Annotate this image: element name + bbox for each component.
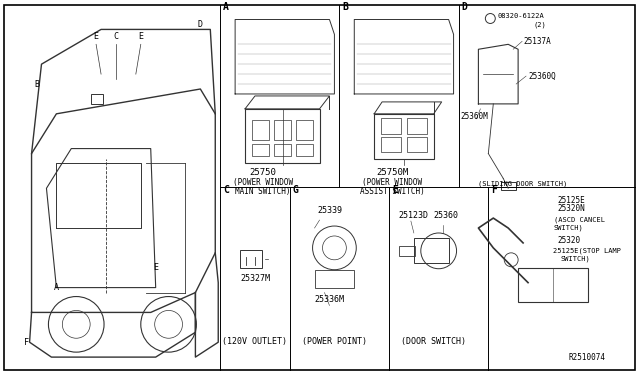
Text: 25750: 25750 <box>250 169 276 177</box>
Text: 25360: 25360 <box>433 211 458 220</box>
Bar <box>274 120 291 140</box>
Text: E: E <box>392 185 398 195</box>
Text: 25125E(STOP LAMP: 25125E(STOP LAMP <box>553 248 621 254</box>
Text: A: A <box>54 283 59 292</box>
Text: (2): (2) <box>533 22 546 28</box>
Text: (POWER WINDOW: (POWER WINDOW <box>233 178 293 187</box>
Text: 25339: 25339 <box>317 206 342 215</box>
Text: F: F <box>24 338 29 347</box>
Bar <box>374 114 434 158</box>
Bar <box>407 137 427 151</box>
Text: 25125E: 25125E <box>558 196 586 205</box>
Text: 25320: 25320 <box>558 236 581 245</box>
Text: 25123D: 25123D <box>399 211 429 220</box>
Text: 25360M: 25360M <box>461 112 488 121</box>
Text: E: E <box>153 263 158 272</box>
Bar <box>296 120 312 140</box>
Bar <box>407 118 427 134</box>
Text: C: C <box>223 185 229 195</box>
Text: G: G <box>292 185 299 195</box>
Text: E: E <box>93 32 99 41</box>
Text: R2510074: R2510074 <box>568 353 605 362</box>
Bar <box>274 144 291 155</box>
Text: MAIN SWITCH): MAIN SWITCH) <box>235 187 291 196</box>
Text: ASSIST SWITCH): ASSIST SWITCH) <box>360 187 424 196</box>
Text: D: D <box>461 1 467 12</box>
Text: 25137A: 25137A <box>523 37 551 46</box>
Text: (DOOR SWITCH): (DOOR SWITCH) <box>401 337 466 346</box>
Text: (ASCD CANCEL: (ASCD CANCEL <box>554 216 605 222</box>
Text: C: C <box>113 32 118 41</box>
Bar <box>381 137 401 151</box>
Bar <box>252 144 269 155</box>
Bar <box>518 268 588 302</box>
Text: B: B <box>342 1 348 12</box>
Bar <box>315 270 355 288</box>
Text: 25327M: 25327M <box>240 274 270 283</box>
Text: SWITCH): SWITCH) <box>554 224 584 231</box>
Text: (SLIDING DOOR SWITCH): (SLIDING DOOR SWITCH) <box>479 180 568 187</box>
Text: 25320N: 25320N <box>558 204 586 213</box>
Bar <box>414 238 449 263</box>
Bar <box>296 144 312 155</box>
Text: D: D <box>198 20 203 29</box>
Text: 08320-6122A: 08320-6122A <box>497 13 544 19</box>
Bar <box>252 120 269 140</box>
Text: 25750M: 25750M <box>376 169 408 177</box>
Text: 25336M: 25336M <box>314 295 344 305</box>
Text: F: F <box>492 185 497 195</box>
Bar <box>381 118 401 134</box>
Text: A: A <box>223 1 229 12</box>
Text: E: E <box>138 32 143 41</box>
Text: (POWER POINT): (POWER POINT) <box>302 337 367 346</box>
Bar <box>240 250 262 268</box>
Text: B: B <box>34 80 39 89</box>
Bar <box>245 109 319 163</box>
Text: SWITCH): SWITCH) <box>561 256 591 262</box>
Text: (120V OUTLET): (120V OUTLET) <box>223 337 287 346</box>
Text: 25360Q: 25360Q <box>528 72 556 81</box>
Text: (POWER WINDOW: (POWER WINDOW <box>362 178 422 187</box>
Bar <box>91 94 103 104</box>
Bar <box>501 182 516 190</box>
Bar <box>399 246 415 256</box>
